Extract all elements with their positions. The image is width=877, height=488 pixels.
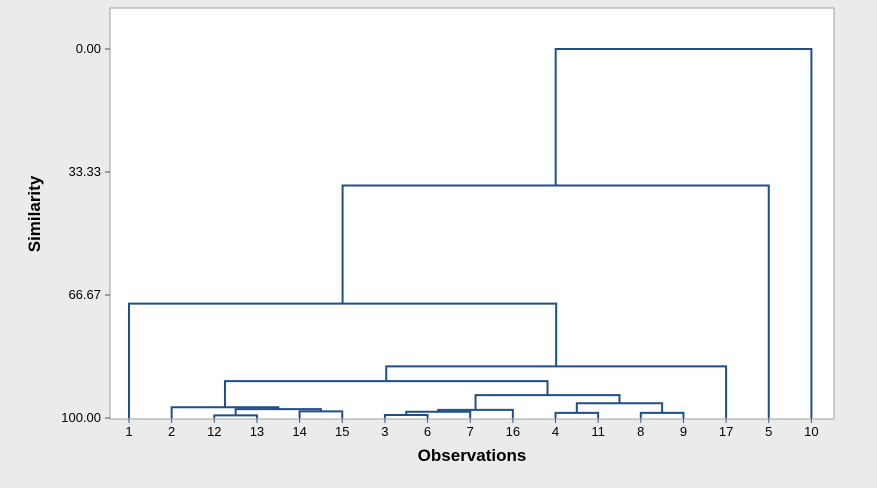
x-tick-label: 5 — [765, 424, 772, 439]
y-axis-ticks: 0.00 33.33 66.67 100.00 — [61, 41, 110, 425]
dendrogram-link — [554, 48, 813, 418]
x-tick-label: 13 — [250, 424, 264, 439]
y-tick-label: 66.67 — [68, 287, 101, 302]
y-tick-label: 0.00 — [76, 41, 101, 56]
x-tick-label: 17 — [719, 424, 733, 439]
x-tick-label: 1 — [125, 424, 132, 439]
x-tick-label: 7 — [467, 424, 474, 439]
x-tick-label: 9 — [680, 424, 687, 439]
x-tick-label: 11 — [591, 424, 605, 439]
x-axis-title: Observations — [418, 446, 527, 465]
x-tick-label: 10 — [804, 424, 818, 439]
x-axis-ticks: 1 2 12 13 14 15 3 6 7 16 4 11 8 9 17 5 10 — [125, 418, 819, 439]
y-tick-label: 100.00 — [61, 410, 101, 425]
y-tick-label: 33.33 — [68, 164, 101, 179]
x-tick-label: 14 — [292, 424, 306, 439]
x-tick-label: 4 — [552, 424, 559, 439]
plot-area — [109, 7, 835, 420]
x-tick-label: 2 — [168, 424, 175, 439]
y-axis-title: Similarity — [25, 175, 44, 252]
dendrogram-links — [128, 48, 813, 418]
x-tick-label: 6 — [424, 424, 431, 439]
x-tick-label: 8 — [637, 424, 644, 439]
x-tick-label: 15 — [335, 424, 349, 439]
x-tick-label: 16 — [506, 424, 520, 439]
x-tick-label: 12 — [207, 424, 221, 439]
x-tick-label: 3 — [381, 424, 388, 439]
